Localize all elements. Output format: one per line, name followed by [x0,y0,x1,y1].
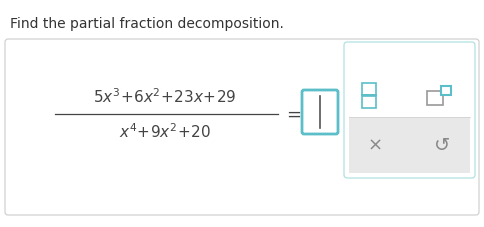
Bar [361,82,375,94]
Bar [440,86,450,94]
Bar [348,116,469,173]
Text: ×: × [367,137,382,155]
Bar [361,96,375,108]
Text: $5x^3\!+\!6x^2\!+\!23x\!+\!29$: $5x^3\!+\!6x^2\!+\!23x\!+\!29$ [93,88,236,106]
Text: $x^4\!+\!9x^2\!+\!20$: $x^4\!+\!9x^2\!+\!20$ [119,123,211,141]
Text: ↺: ↺ [433,136,449,155]
Bar [426,91,442,104]
Text: $=$: $=$ [282,105,301,123]
FancyBboxPatch shape [302,90,337,134]
Text: Find the partial fraction decomposition.: Find the partial fraction decomposition. [10,17,283,31]
FancyBboxPatch shape [5,39,478,215]
FancyBboxPatch shape [343,42,474,178]
